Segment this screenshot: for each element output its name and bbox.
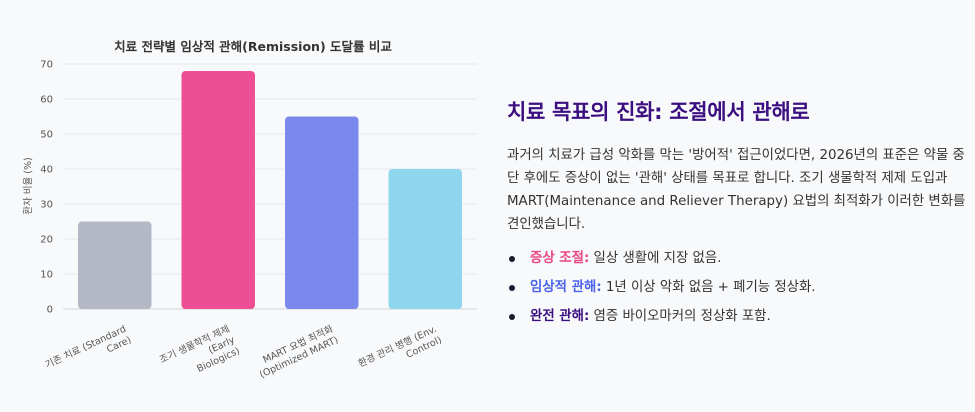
bar <box>285 116 359 309</box>
bullet-key-symptom-control: 증상 조절: <box>530 251 590 266</box>
bar-chart: 치료 전략별 임상적 관해(Remission) 도달률 비교 환자 비율 (%… <box>22 39 477 388</box>
insight-panel: 치료 목표의 진화: 조절에서 관해로 과거의 치료가 급성 악화를 막는 '방… <box>507 96 969 337</box>
panel-paragraph: 과거의 치료가 급성 악화를 막는 '방어적' 접근이었다면, 2026년의 표… <box>507 148 966 232</box>
y-tick-label: 40 <box>40 165 53 176</box>
bar <box>388 169 462 309</box>
y-tick-label: 50 <box>40 130 53 141</box>
y-tick-label: 20 <box>40 235 53 246</box>
bullet-text: 일상 생활에 지장 없음. <box>589 251 722 266</box>
y-tick-label: 30 <box>40 200 53 211</box>
bullet-list: 증상 조절: 일상 생활에 지장 없음. 임상적 관해: 1년 이상 악화 없음… <box>507 250 969 326</box>
x-tick-label: 조기 생물학적 제제(EarlyBiologics) <box>158 323 242 388</box>
list-item: 임상적 관해: 1년 이상 악화 없음 + 폐기능 정상화. <box>507 279 969 297</box>
y-axis-label: 환자 비율 (%) <box>22 157 34 214</box>
list-item: 증상 조절: 일상 생활에 지장 없음. <box>507 250 969 268</box>
bar <box>181 71 255 309</box>
x-tick-label: MART 요법 최적화(Optimized MART) <box>252 323 340 381</box>
x-tick-label: 환경 관리 병행 (Env.Control) <box>356 323 443 381</box>
y-tick-label: 0 <box>47 305 53 316</box>
x-tick-label: 기존 치료 (StandardCare) <box>43 323 133 382</box>
bullet-key-complete-remission: 완전 관해: <box>530 309 590 324</box>
chart-title: 치료 전략별 임상적 관해(Remission) 도달률 비교 <box>114 39 392 54</box>
bullet-key-clinical-remission: 임상적 관해: <box>530 280 602 295</box>
list-item: 완전 관해: 염증 바이오마커의 정상화 포함. <box>507 308 969 326</box>
y-tick-label: 10 <box>40 270 53 281</box>
panel-title: 치료 목표의 진화: 조절에서 관해로 <box>507 100 810 124</box>
bullet-text: 염증 바이오마커의 정상화 포함. <box>589 309 771 324</box>
bullet-text: 1년 이상 악화 없음 + 폐기능 정상화. <box>601 280 816 295</box>
y-tick-label: 60 <box>40 95 53 106</box>
bar <box>78 221 152 309</box>
y-tick-label: 70 <box>40 60 53 71</box>
